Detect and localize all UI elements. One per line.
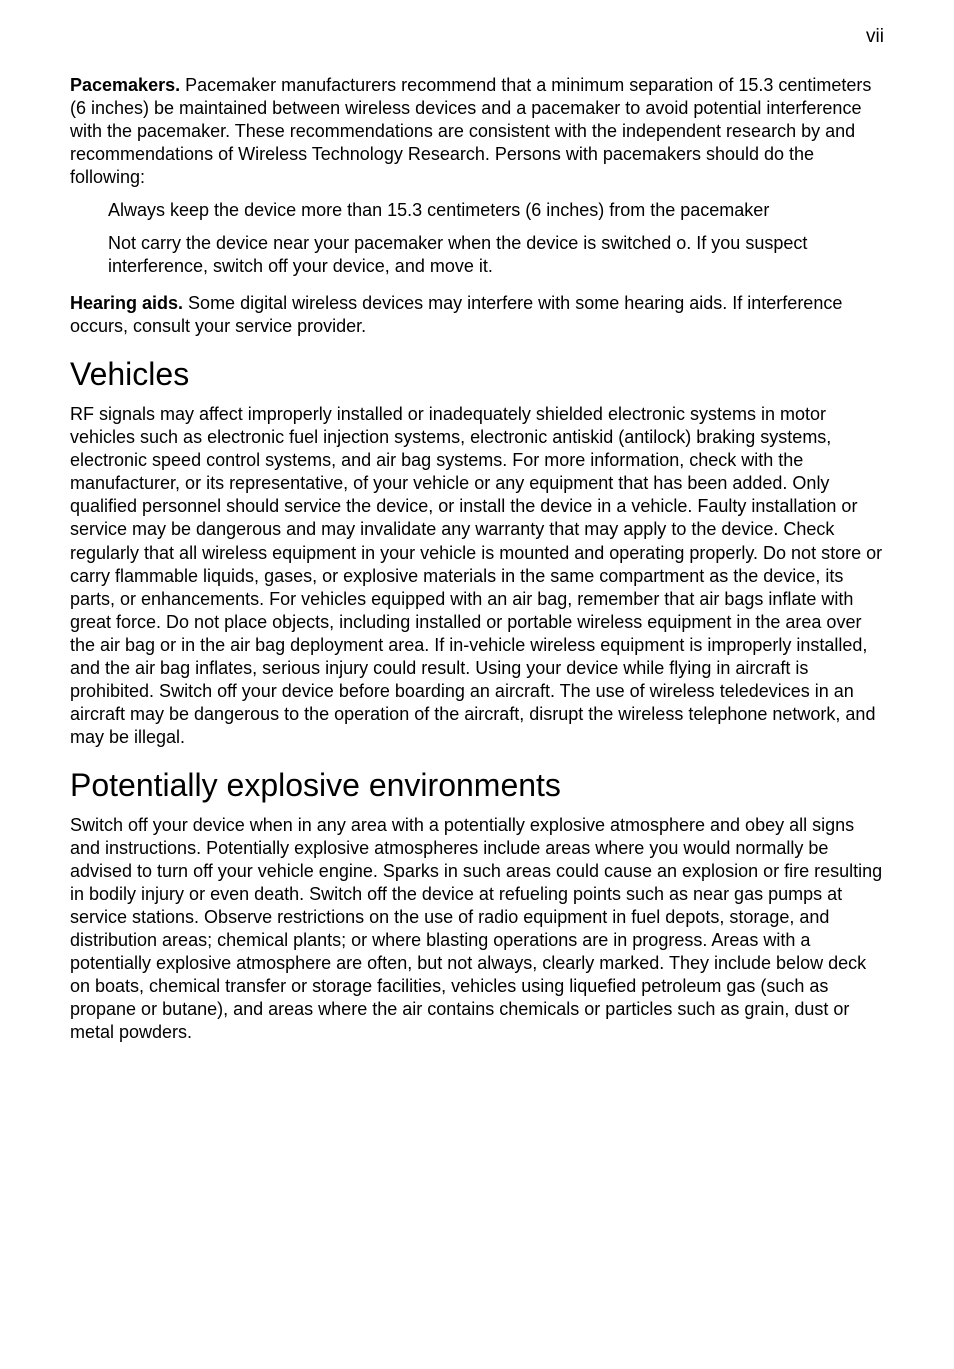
bullet-group: Always keep the device more than 15.3 ce… — [108, 199, 884, 278]
lead-pacemakers: Pacemakers. — [70, 75, 180, 95]
paragraph-hearing: Hearing aids. Some digital wireless devi… — [70, 292, 884, 338]
bullet-item-1: Always keep the device more than 15.3 ce… — [108, 199, 884, 222]
document-page: vii Pacemakers. Pacemaker manufacturers … — [0, 0, 954, 1369]
paragraph-potentially-explosive: Switch off your device when in any area … — [70, 814, 884, 1044]
text-hearing: Some digital wireless devices may interf… — [70, 293, 842, 336]
heading-vehicles: Vehicles — [70, 356, 884, 393]
lead-hearing: Hearing aids. — [70, 293, 183, 313]
page-number: vii — [866, 26, 884, 48]
heading-potentially-explosive: Potentially explosive environments — [70, 767, 884, 804]
paragraph-vehicles: RF signals may affect improperly install… — [70, 403, 884, 748]
bullet-item-2: Not carry the device near your pacemaker… — [108, 232, 884, 278]
paragraph-pacemakers: Pacemakers. Pacemaker manufacturers reco… — [70, 74, 884, 189]
text-pacemakers: Pacemaker manufacturers recommend that a… — [70, 75, 871, 187]
